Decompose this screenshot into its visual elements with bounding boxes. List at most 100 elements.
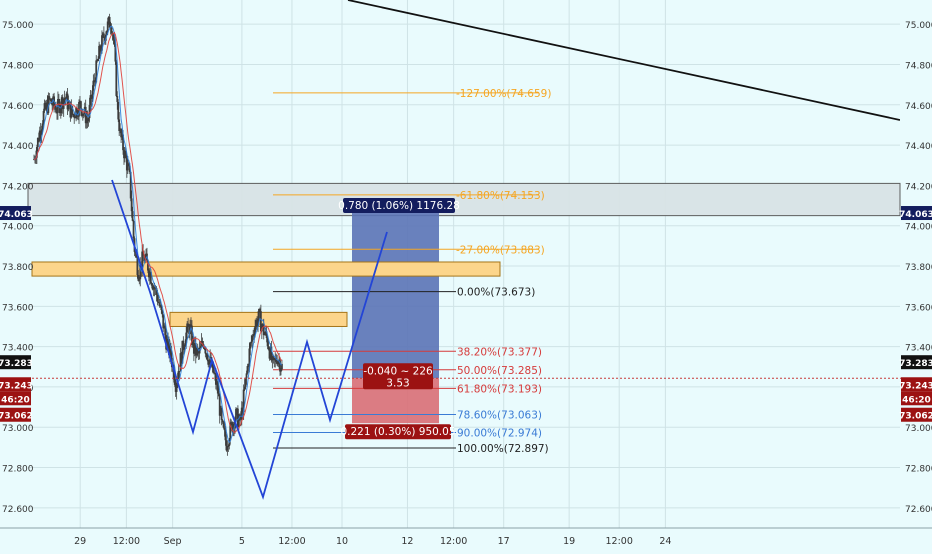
right-price-badge-label: 73.283 (899, 359, 932, 369)
position-target-area[interactable] (352, 213, 439, 379)
candle-body (183, 346, 186, 350)
candle-body (251, 335, 254, 342)
position-target-badge[interactable]: 0.780 (1.06%) 1176.28 (338, 198, 460, 214)
candle-body (121, 134, 123, 138)
candle-body (101, 35, 103, 51)
candle-body (67, 102, 70, 110)
candle-body (94, 80, 97, 83)
candle-body (203, 347, 206, 349)
long-position-tool[interactable] (352, 213, 439, 424)
fib-lower-label: 100.00%(72.897) (457, 443, 549, 455)
candle-body (214, 373, 217, 385)
candle-body (160, 304, 163, 311)
candle-body (227, 445, 230, 447)
candle-body (198, 347, 201, 354)
candle-body (74, 117, 77, 119)
candle-body (197, 350, 200, 354)
left-price-badge-label: 46:20 (1, 395, 30, 405)
candle-body (161, 310, 164, 315)
left-price-badge-label: 73.062 (0, 412, 33, 422)
candle-body (191, 325, 193, 345)
candle-body (152, 287, 155, 290)
candle-body (117, 101, 120, 120)
left-tick-label: 73.400 (2, 344, 34, 354)
right-price-badge-label: 73.062 (899, 412, 932, 422)
candle-body (178, 371, 181, 372)
gray-zone[interactable] (27, 182, 901, 217)
right-tick-label: 74.600 (905, 102, 932, 112)
candle-body (137, 275, 140, 281)
candle-body (231, 422, 234, 432)
candle-body (206, 353, 209, 360)
right-price-badge (901, 377, 932, 392)
orange-zone-1[interactable] (31, 261, 501, 277)
candle-body (195, 348, 198, 356)
harmonic-pattern-line[interactable] (111, 179, 388, 500)
time-axis[interactable]: 29 12:00 Sep 5 12:00 10 12 12:00 17 19 12:00 24 (74, 536, 671, 547)
time-tick-label: 24 (659, 536, 671, 547)
candle-body (109, 27, 112, 29)
candle-body (119, 128, 122, 131)
candle-body (268, 349, 271, 359)
candle-body (277, 361, 280, 365)
right-price-badge-label: 73.243 (899, 381, 932, 391)
candle-body (259, 308, 261, 312)
candle-body (147, 260, 149, 271)
candle-body (145, 253, 147, 258)
candle-body (143, 255, 145, 262)
right-price-badge (901, 355, 932, 370)
candle-body (240, 407, 243, 420)
position-stop-badge[interactable]: 0.221 (0.30%) 950.05 (340, 424, 456, 440)
candle-body (48, 96, 51, 100)
candle-body (142, 251, 145, 256)
candle-body (249, 343, 252, 349)
candle-body (237, 408, 239, 427)
left-tick-label: 74.600 (2, 102, 34, 112)
candle-body (92, 80, 95, 91)
candle-body (59, 108, 62, 114)
candle-body (85, 118, 88, 124)
trend-line[interactable] (347, 0, 900, 121)
candle-body (221, 419, 224, 423)
candle-body (243, 386, 246, 390)
time-tick-label: 12:00 (113, 536, 140, 547)
left-tick-label: 72.600 (2, 505, 34, 515)
candle-body (147, 270, 150, 278)
candle-body (77, 115, 79, 117)
position-info-badge[interactable]: -0.040 ~ 226 3.53 (363, 363, 433, 390)
candle-body (280, 369, 282, 372)
fib-lower-label: 78.60%(73.063) (457, 410, 542, 422)
fib-upper-label: -127.00%(74.659) (456, 88, 551, 100)
right-tick-label: 73.600 (905, 303, 932, 313)
candle-body (216, 380, 219, 394)
right-tick-label: 72.800 (905, 465, 932, 475)
candle-body (236, 408, 238, 410)
candle-body (88, 105, 91, 119)
candle-body (177, 371, 180, 379)
candle-body (115, 61, 118, 96)
candle-body (46, 102, 49, 113)
candle-body (87, 118, 90, 122)
candle-body (107, 16, 110, 22)
candle-body (39, 130, 42, 136)
candle-body (173, 379, 176, 385)
left-price-badge (0, 206, 31, 221)
left-tick-label: 73.000 (2, 424, 34, 434)
candle-body (42, 110, 45, 124)
candle-body (80, 101, 82, 109)
left-price-badge (0, 377, 31, 392)
left-price-axis[interactable]: 75.000 74.800 74.600 74.400 74.200 74.000 73.8… (2, 21, 34, 515)
right-price-badge (901, 206, 932, 221)
right-tick-label: 74.800 (905, 61, 932, 71)
candle-body (110, 27, 113, 33)
time-tick-label: 29 (74, 536, 86, 547)
candle-body (267, 346, 270, 350)
candle-body (193, 343, 196, 354)
left-price-badge-label: 73.283 (0, 359, 33, 369)
right-tick-label: 74.200 (905, 182, 932, 192)
candle-body (131, 211, 134, 221)
candle-body (247, 366, 250, 367)
candle-body (207, 359, 210, 365)
